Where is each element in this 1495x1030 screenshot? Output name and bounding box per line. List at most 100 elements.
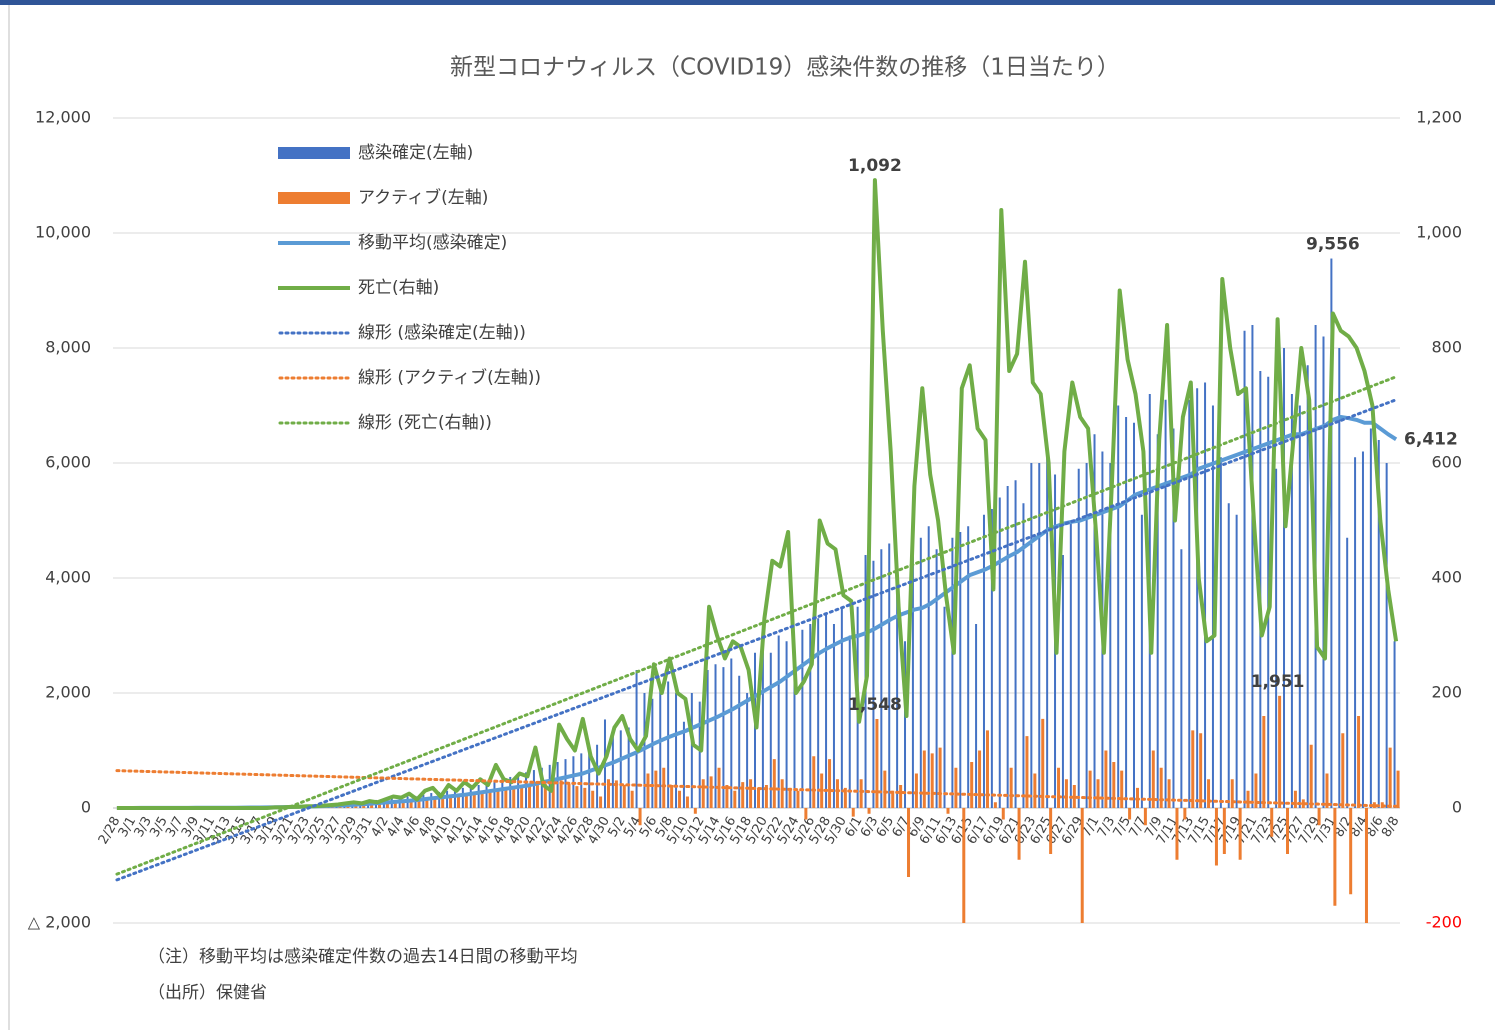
bar [461,787,464,808]
bar [875,718,879,808]
bar [848,635,851,808]
bar [1006,486,1009,808]
bar [1167,779,1171,808]
bar [1017,808,1021,860]
chart-title: 新型コロナウィルス（COVID19）感染件数の推移（1日当たり） [450,55,1120,81]
bar [1322,336,1325,808]
bar [706,670,709,808]
bar [1219,457,1222,808]
top-bar [0,0,1495,5]
bar [777,635,780,808]
bar [651,698,654,808]
bar [851,808,855,817]
bar [1033,773,1037,808]
bar [998,497,1001,808]
bar [559,780,563,808]
bar [1283,348,1286,808]
bar [488,791,492,808]
bar [938,747,942,808]
bar [662,767,666,808]
bar [385,802,389,808]
bar [1333,808,1337,906]
bar [1298,405,1301,808]
bar [1306,365,1309,808]
bar [835,779,839,808]
bar [911,532,914,808]
bar [796,790,800,808]
legend-label: 死亡(右軸) [358,278,439,298]
y2-tick-label: 200 [1431,683,1462,702]
bar [1196,388,1199,808]
bar [646,773,650,808]
y2-tick-label: 1,200 [1416,108,1462,127]
bar [1214,808,1218,866]
bar [828,759,832,808]
bar [1104,750,1108,808]
bar [496,790,500,808]
bar [907,808,911,877]
bar [1372,802,1376,808]
bar [417,799,421,808]
note: （注）移動平均は感染確定件数の過去14日間の移動平均 [148,947,578,967]
bar [1140,514,1143,808]
bar [512,788,516,808]
bar [746,693,749,808]
bar [678,790,682,808]
bar [556,762,559,808]
bar [970,762,974,808]
bar [891,790,895,808]
trendline [115,398,1398,882]
x-tick-label: 8/8 [1379,814,1402,840]
bar [1120,770,1124,808]
bar [1254,773,1258,808]
bar [1243,330,1246,808]
trendline [115,375,1398,876]
bar [793,681,796,808]
bar [433,797,437,808]
bar [1338,348,1341,808]
y-tick-label: 2,000 [45,683,91,702]
bar [1188,399,1191,808]
bar [449,796,453,808]
bar [370,803,374,808]
bar [1388,747,1392,808]
bar [733,790,737,808]
bar [975,624,978,808]
bar [535,785,539,808]
bar [1204,382,1207,808]
bar [493,781,496,808]
bar [1349,808,1353,895]
bar [1230,779,1234,808]
bar [1022,503,1025,808]
bar [714,664,717,808]
bar [599,796,603,808]
bar [985,730,989,808]
bar [675,693,678,808]
y-tick-label: 4,000 [45,568,91,587]
bar [701,779,705,808]
bar [477,785,480,808]
bar [1191,730,1195,808]
bar [1369,428,1372,808]
bar [967,526,970,808]
bar [430,793,433,808]
bar [1064,779,1068,808]
bar [1317,808,1321,826]
bar [749,779,753,808]
bar [1069,520,1072,808]
y2-tick-label: 600 [1431,453,1462,472]
legend-swatch [278,192,350,204]
bar [472,793,476,808]
bar [1235,514,1238,808]
bar [1293,790,1297,808]
bar [1278,695,1282,808]
bar [785,641,788,808]
y2-tick-label: -200 [1426,913,1462,932]
y-tick-label: 12,000 [35,108,91,127]
data-label: 6,412 [1404,429,1458,449]
bar [1046,457,1049,808]
y2-tick-label: 400 [1431,568,1462,587]
bar [1183,808,1187,820]
data-label: 9,556 [1306,235,1360,255]
bar [990,509,993,808]
